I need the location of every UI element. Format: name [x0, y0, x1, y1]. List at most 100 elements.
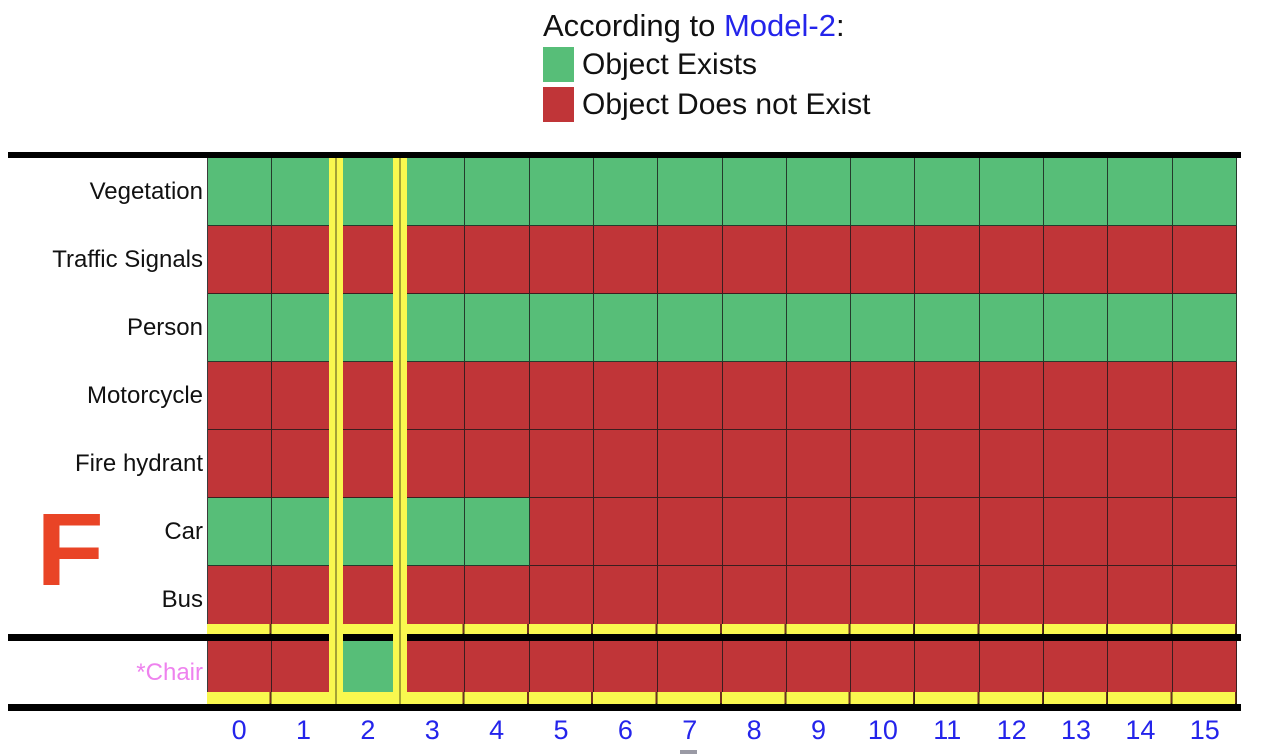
grid-cell: [786, 362, 852, 430]
heatmap-row: [208, 226, 1237, 294]
grid-cell: [979, 294, 1045, 362]
top-rule-bar: [8, 152, 1241, 158]
legend-label-exists: Object Exists: [582, 47, 758, 81]
row-label: Vegetation: [89, 178, 203, 205]
grid-cell: [851, 294, 916, 362]
grid-cell: [1044, 430, 1109, 498]
grid-cell: [658, 226, 723, 294]
legend-item-exists: Object Exists: [543, 46, 870, 84]
grid-cell: [336, 226, 401, 294]
grid-cell: [400, 498, 466, 566]
grid-cell: [272, 430, 337, 498]
x-tick-label: 0: [231, 715, 247, 745]
grid-cell: [336, 158, 401, 226]
grid-cell: [400, 226, 466, 294]
grid-cell: [400, 362, 466, 430]
grid-cell: [529, 566, 594, 634]
grid-cell: [465, 226, 530, 294]
grid-cell: [851, 566, 916, 634]
x-tick-label: 12: [996, 715, 1027, 745]
row-label: Bus: [161, 586, 203, 613]
x-tick-label: 6: [617, 715, 633, 745]
grid-cell: [915, 430, 980, 498]
grid-cell: [1172, 566, 1237, 634]
grid-cell: [529, 294, 594, 362]
grid-cell: [529, 498, 594, 566]
grid-cell: [1108, 498, 1173, 566]
grid-cell: [851, 362, 916, 430]
highlight-band-center-line: [334, 158, 337, 704]
row-label: Motorcycle: [86, 382, 203, 409]
grid-cell: [465, 294, 530, 362]
grid-cell: [915, 294, 980, 362]
grid-cell: [1172, 158, 1237, 226]
heatmap-row: [208, 294, 1237, 362]
grid-cell: [915, 226, 980, 294]
x-tick-label: 15: [1189, 715, 1220, 745]
grid-cell: [272, 362, 337, 430]
grid-cell: [593, 226, 659, 294]
x-tick-label: 2: [360, 715, 376, 745]
grid-cell: [1044, 226, 1109, 294]
highlight-strip-bus-bottom: [207, 624, 1237, 634]
grid-cell: [722, 498, 787, 566]
bottom-rule-bar: [8, 704, 1241, 711]
grid-cell: [593, 430, 659, 498]
legend-swatch-not-exists-icon: [543, 87, 574, 123]
heatmap-row: [208, 430, 1237, 498]
grid-cell: [272, 498, 337, 566]
model-name: Model-2: [723, 8, 836, 43]
grid-cell: [272, 294, 337, 362]
grid-cell: [400, 158, 466, 226]
grid-cell: [915, 158, 980, 226]
grid-cell: [1044, 158, 1109, 226]
highlight-strip-chair-bottom: [207, 692, 1237, 704]
grid-cell: [593, 498, 659, 566]
x-tick-label: 5: [553, 715, 569, 745]
grid-cell: [336, 498, 401, 566]
heatmap-row: [208, 158, 1237, 226]
grid-cell: [979, 430, 1045, 498]
grid-cell: [1044, 362, 1109, 430]
grid-cell: [208, 498, 273, 566]
grid-cell: [915, 362, 980, 430]
grid-cell: [722, 566, 787, 634]
xlabel-clipped-frame-text: [680, 750, 697, 754]
grid-cell: [979, 362, 1045, 430]
highlight-band-left: [328, 158, 343, 704]
grid-cell: [593, 294, 659, 362]
x-tick-label: 1: [296, 715, 312, 745]
legend-title-prefix: According to: [543, 8, 724, 43]
x-axis-ticks: 0 1 2 3 4 5 6 7 8 9 10 11 12 13 14 15: [207, 711, 1237, 746]
grid-cell: [1108, 430, 1173, 498]
grid-cell: [208, 430, 273, 498]
grid-cell: [593, 362, 659, 430]
grid-cell: [1108, 226, 1173, 294]
grid-cell: [208, 158, 273, 226]
heatmap-row: [208, 498, 1237, 566]
legend: According to Model-2: Object Exists Obje…: [543, 8, 870, 124]
grid-cell: [336, 430, 401, 498]
grid-cell: [786, 158, 852, 226]
row-label: Person: [126, 314, 203, 341]
grid-cell: [979, 566, 1045, 634]
grid-cell: [529, 158, 594, 226]
grid-cell: [658, 158, 723, 226]
grid-cell: [272, 226, 337, 294]
grid-cell: [1172, 498, 1237, 566]
grid-cell: [1172, 294, 1237, 362]
grid-cell: [786, 226, 852, 294]
grid-cell: [1044, 294, 1109, 362]
grid-cell: [1044, 566, 1109, 634]
legend-item-not-exists: Object Does not Exist: [543, 86, 870, 124]
row-label: Traffic Signals: [52, 246, 203, 273]
x-tick-label: 13: [1061, 715, 1092, 745]
x-tick-label: 4: [489, 715, 505, 745]
grid-cell: [722, 294, 787, 362]
grid-cell: [851, 226, 916, 294]
grid-cell: [722, 430, 787, 498]
grid-cell: [529, 226, 594, 294]
legend-title: According to Model-2:: [543, 8, 870, 44]
grid-cell: [722, 158, 787, 226]
